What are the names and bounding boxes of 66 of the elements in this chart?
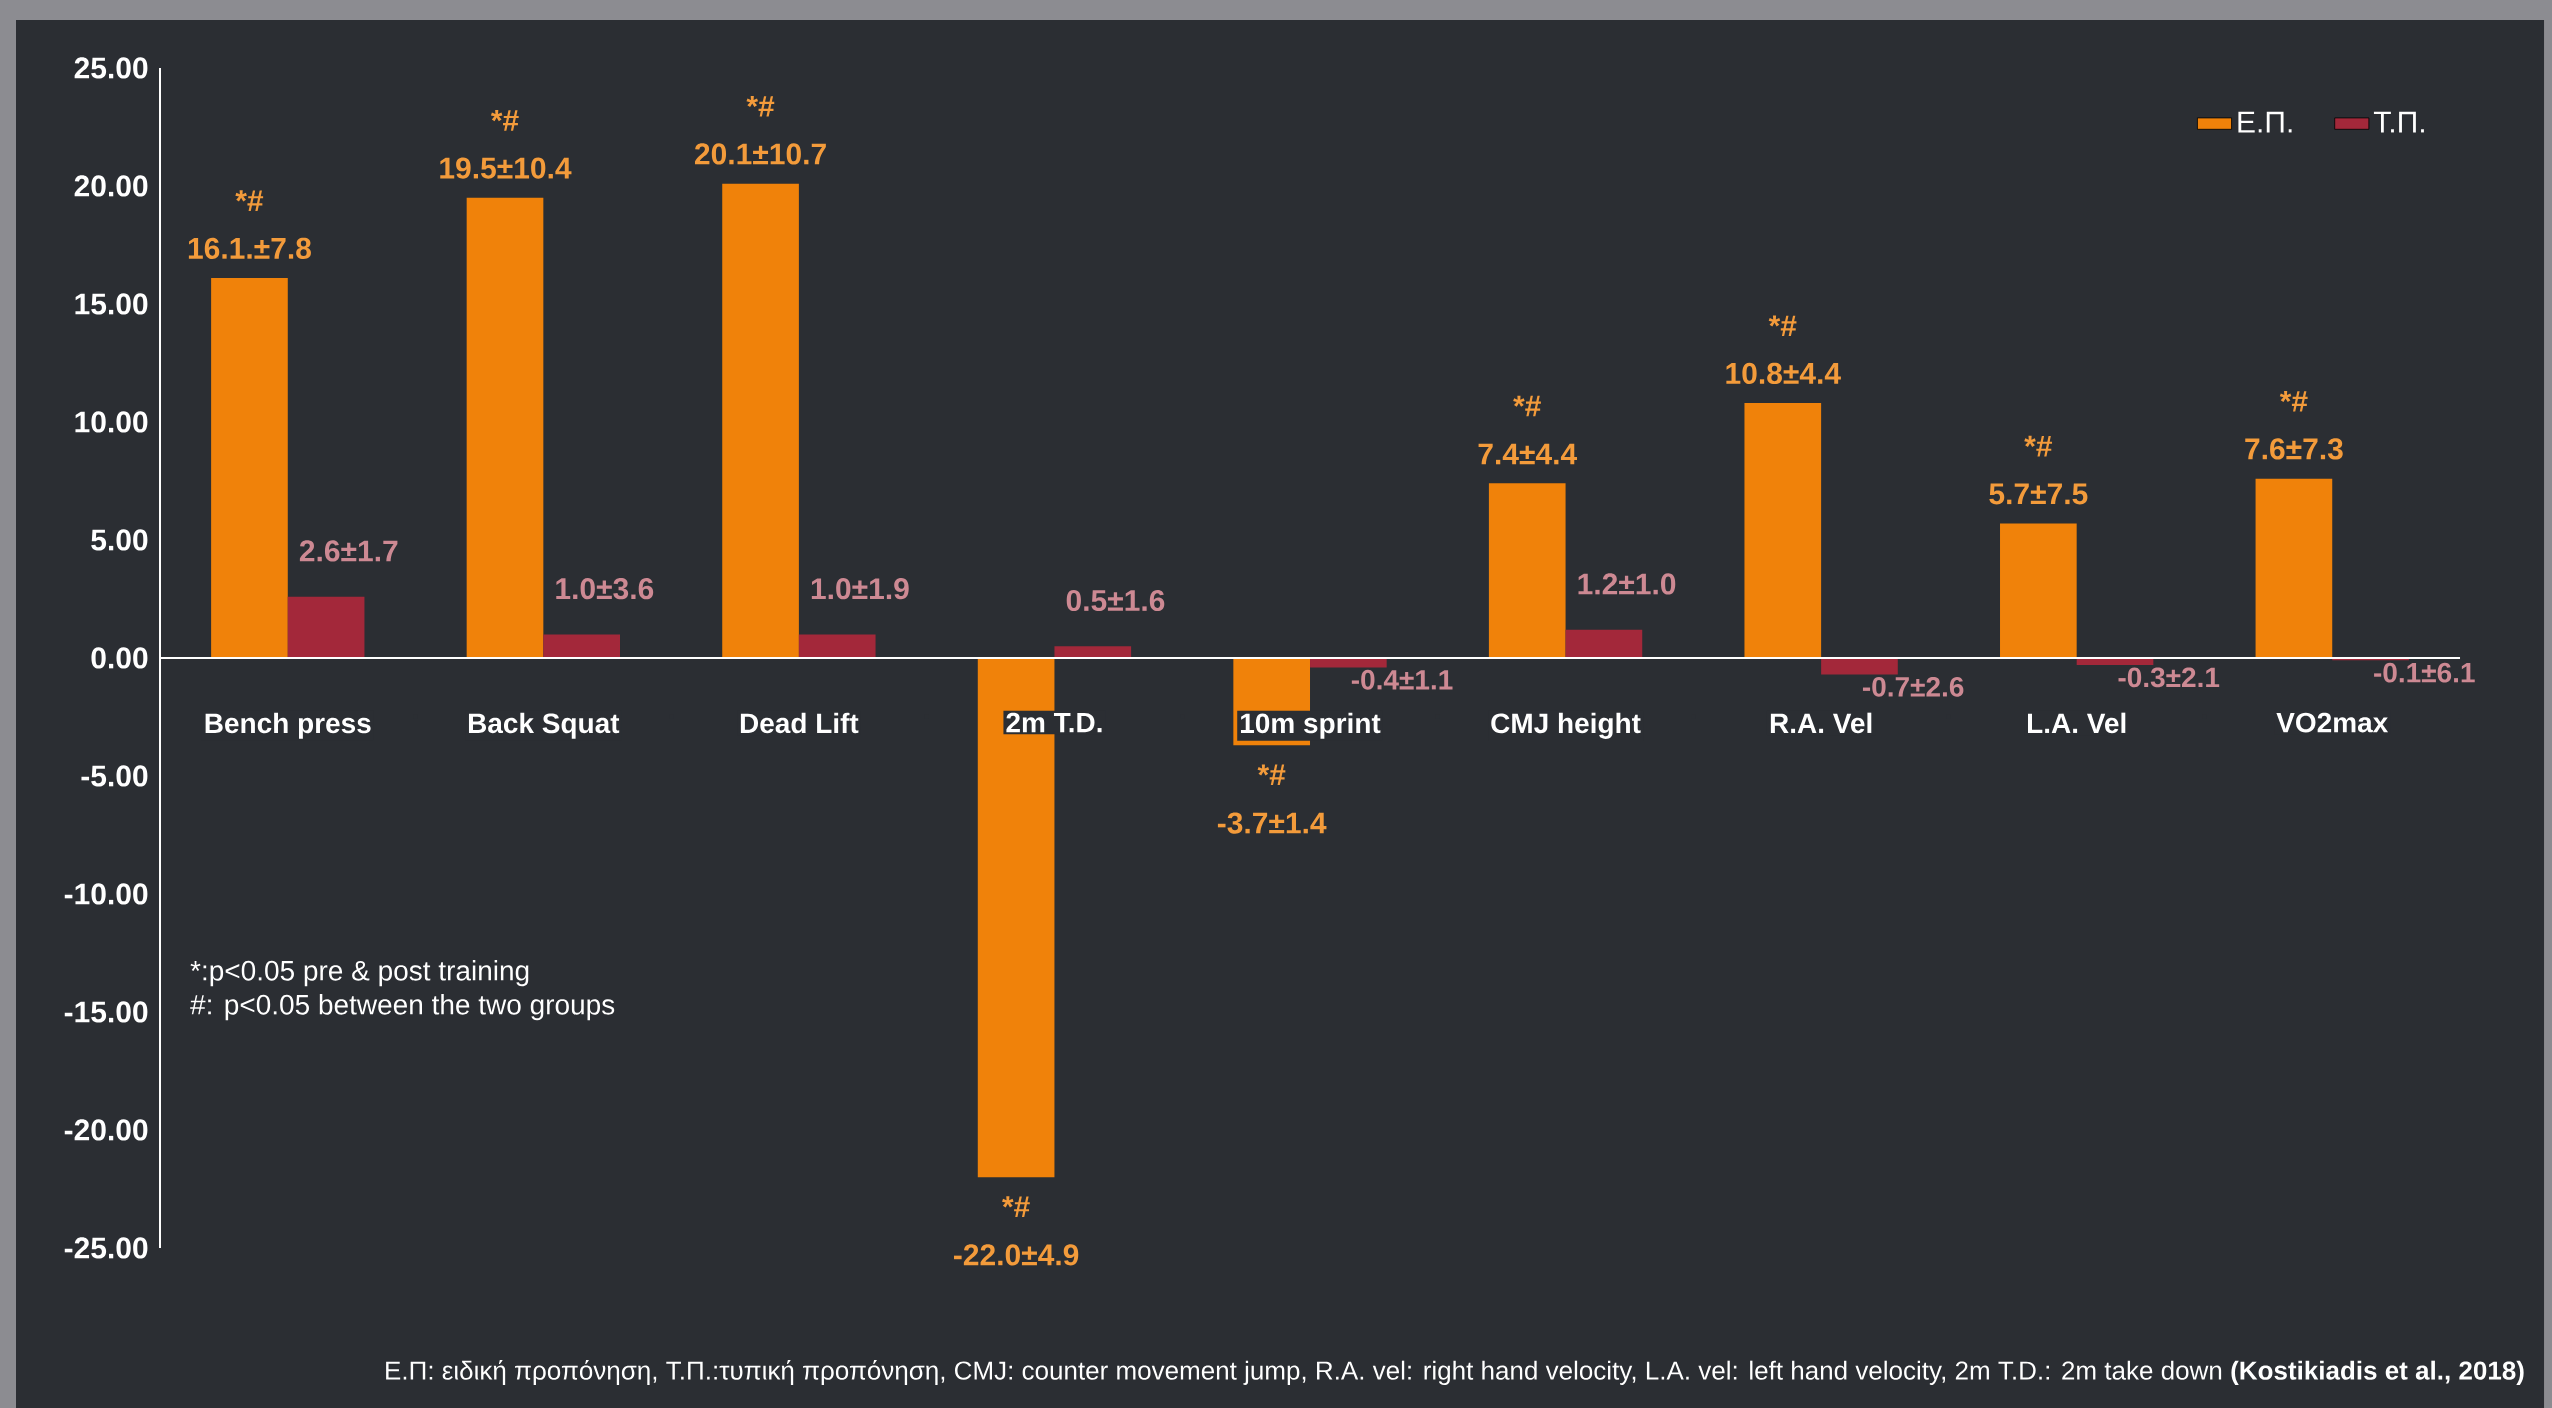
x-tick-label: Dead Lift	[740, 712, 859, 734]
bar	[211, 278, 288, 658]
data-label: 5.7±7.5	[1989, 483, 2088, 505]
annotation: *#	[235, 190, 264, 211]
y-tick-label: -5.00	[81, 765, 148, 787]
x-tick-label: 2m T.D.	[1006, 712, 1102, 733]
y-tick-label: 20.00	[74, 175, 148, 197]
data-label: -22.0±4.9	[954, 1244, 1079, 1266]
x-tick-label: 10m sprint	[1240, 712, 1381, 739]
annotation: *#	[1768, 315, 1797, 337]
bar	[1054, 646, 1132, 658]
bar	[287, 596, 365, 658]
data-label: 19.5±10.4	[440, 157, 572, 179]
annotation: *:p<0.05 pre & post training	[190, 960, 529, 987]
annotation: *#	[1513, 395, 1541, 417]
y-tick-label: 15.00	[75, 293, 148, 315]
data-label: -0.3±2.1	[2118, 667, 2220, 688]
data-label: 1.0±1.9	[811, 578, 909, 600]
y-tick-label: -20.00	[64, 1119, 148, 1141]
annotation: #: p<0.05 between the two groups	[190, 994, 615, 1021]
bar	[466, 197, 544, 658]
bar	[977, 658, 1055, 1178]
data-label: 7.6±7.3	[2245, 438, 2343, 460]
data-label: -3.7±1.4	[1217, 812, 1327, 834]
x-tick-label: CMJ height	[1491, 712, 1641, 739]
data-label: 1.2±1.0	[1578, 573, 1676, 595]
annotation: *#	[490, 110, 519, 131]
data-label: 16.1.±7.8	[188, 237, 311, 259]
data-label: 0.5±1.6	[1066, 589, 1165, 612]
x-tick-label: R.A. Vel	[1770, 712, 1872, 734]
bar	[1744, 403, 1822, 658]
x-tick-label: Back Squat	[468, 712, 620, 739]
x-tick-label: VO2max	[2276, 712, 2389, 733]
data-label: -0.1±6.1	[2374, 662, 2475, 683]
legend-label: Τ.Π.	[2373, 111, 2424, 133]
bar	[722, 183, 799, 658]
annotation: *#	[746, 95, 775, 117]
data-label: 10.8±4.4	[1726, 362, 1841, 385]
y-tick-label: 25.00	[74, 57, 148, 79]
bar	[798, 634, 876, 658]
y-tick-label: 5.00	[91, 529, 148, 551]
data-label: 7.4±4.4	[1478, 443, 1578, 465]
y-tick-label: -25.00	[64, 1237, 148, 1259]
bar	[543, 634, 621, 658]
data-label: 2.6±1.7	[299, 540, 398, 562]
data-label: -0.4±1.1	[1351, 669, 1453, 690]
legend-label: Ε.Π.	[2238, 111, 2292, 133]
text: Ε.Π: ειδική προπόνηση, Τ.Π.:τυπική προπόνηση, CMJ: counter movement jump, R.A. vel: right hand velocity, L.A. vel: left hand velocity, 2m T.D.: 2m take down (Kostikiadis et al., 2018)	[386, 1359, 2524, 1385]
data-label: 1.0±3.6	[556, 578, 654, 600]
bar	[1821, 658, 1898, 675]
bar	[1488, 483, 1566, 658]
y-tick-label: -10.00	[64, 883, 148, 905]
x-tick-label: Bench press	[205, 712, 371, 739]
annotation: *#	[2279, 390, 2308, 412]
y-tick-label: 10.00	[75, 411, 148, 433]
bar	[1565, 629, 1643, 658]
annotation: *#	[1002, 1196, 1030, 1217]
annotation: *#	[2024, 435, 2053, 457]
data-label: -0.7±2.6	[1862, 676, 1964, 697]
data-label: 20.1±10.7	[694, 143, 826, 165]
bar	[2000, 523, 2077, 658]
y-tick-label: -15.00	[64, 1001, 148, 1023]
annotation: *#	[1257, 764, 1286, 786]
x-tick-label: L.A. Vel	[2027, 712, 2126, 734]
y-tick-label: 0.00	[91, 647, 148, 669]
bar	[2255, 478, 2333, 658]
